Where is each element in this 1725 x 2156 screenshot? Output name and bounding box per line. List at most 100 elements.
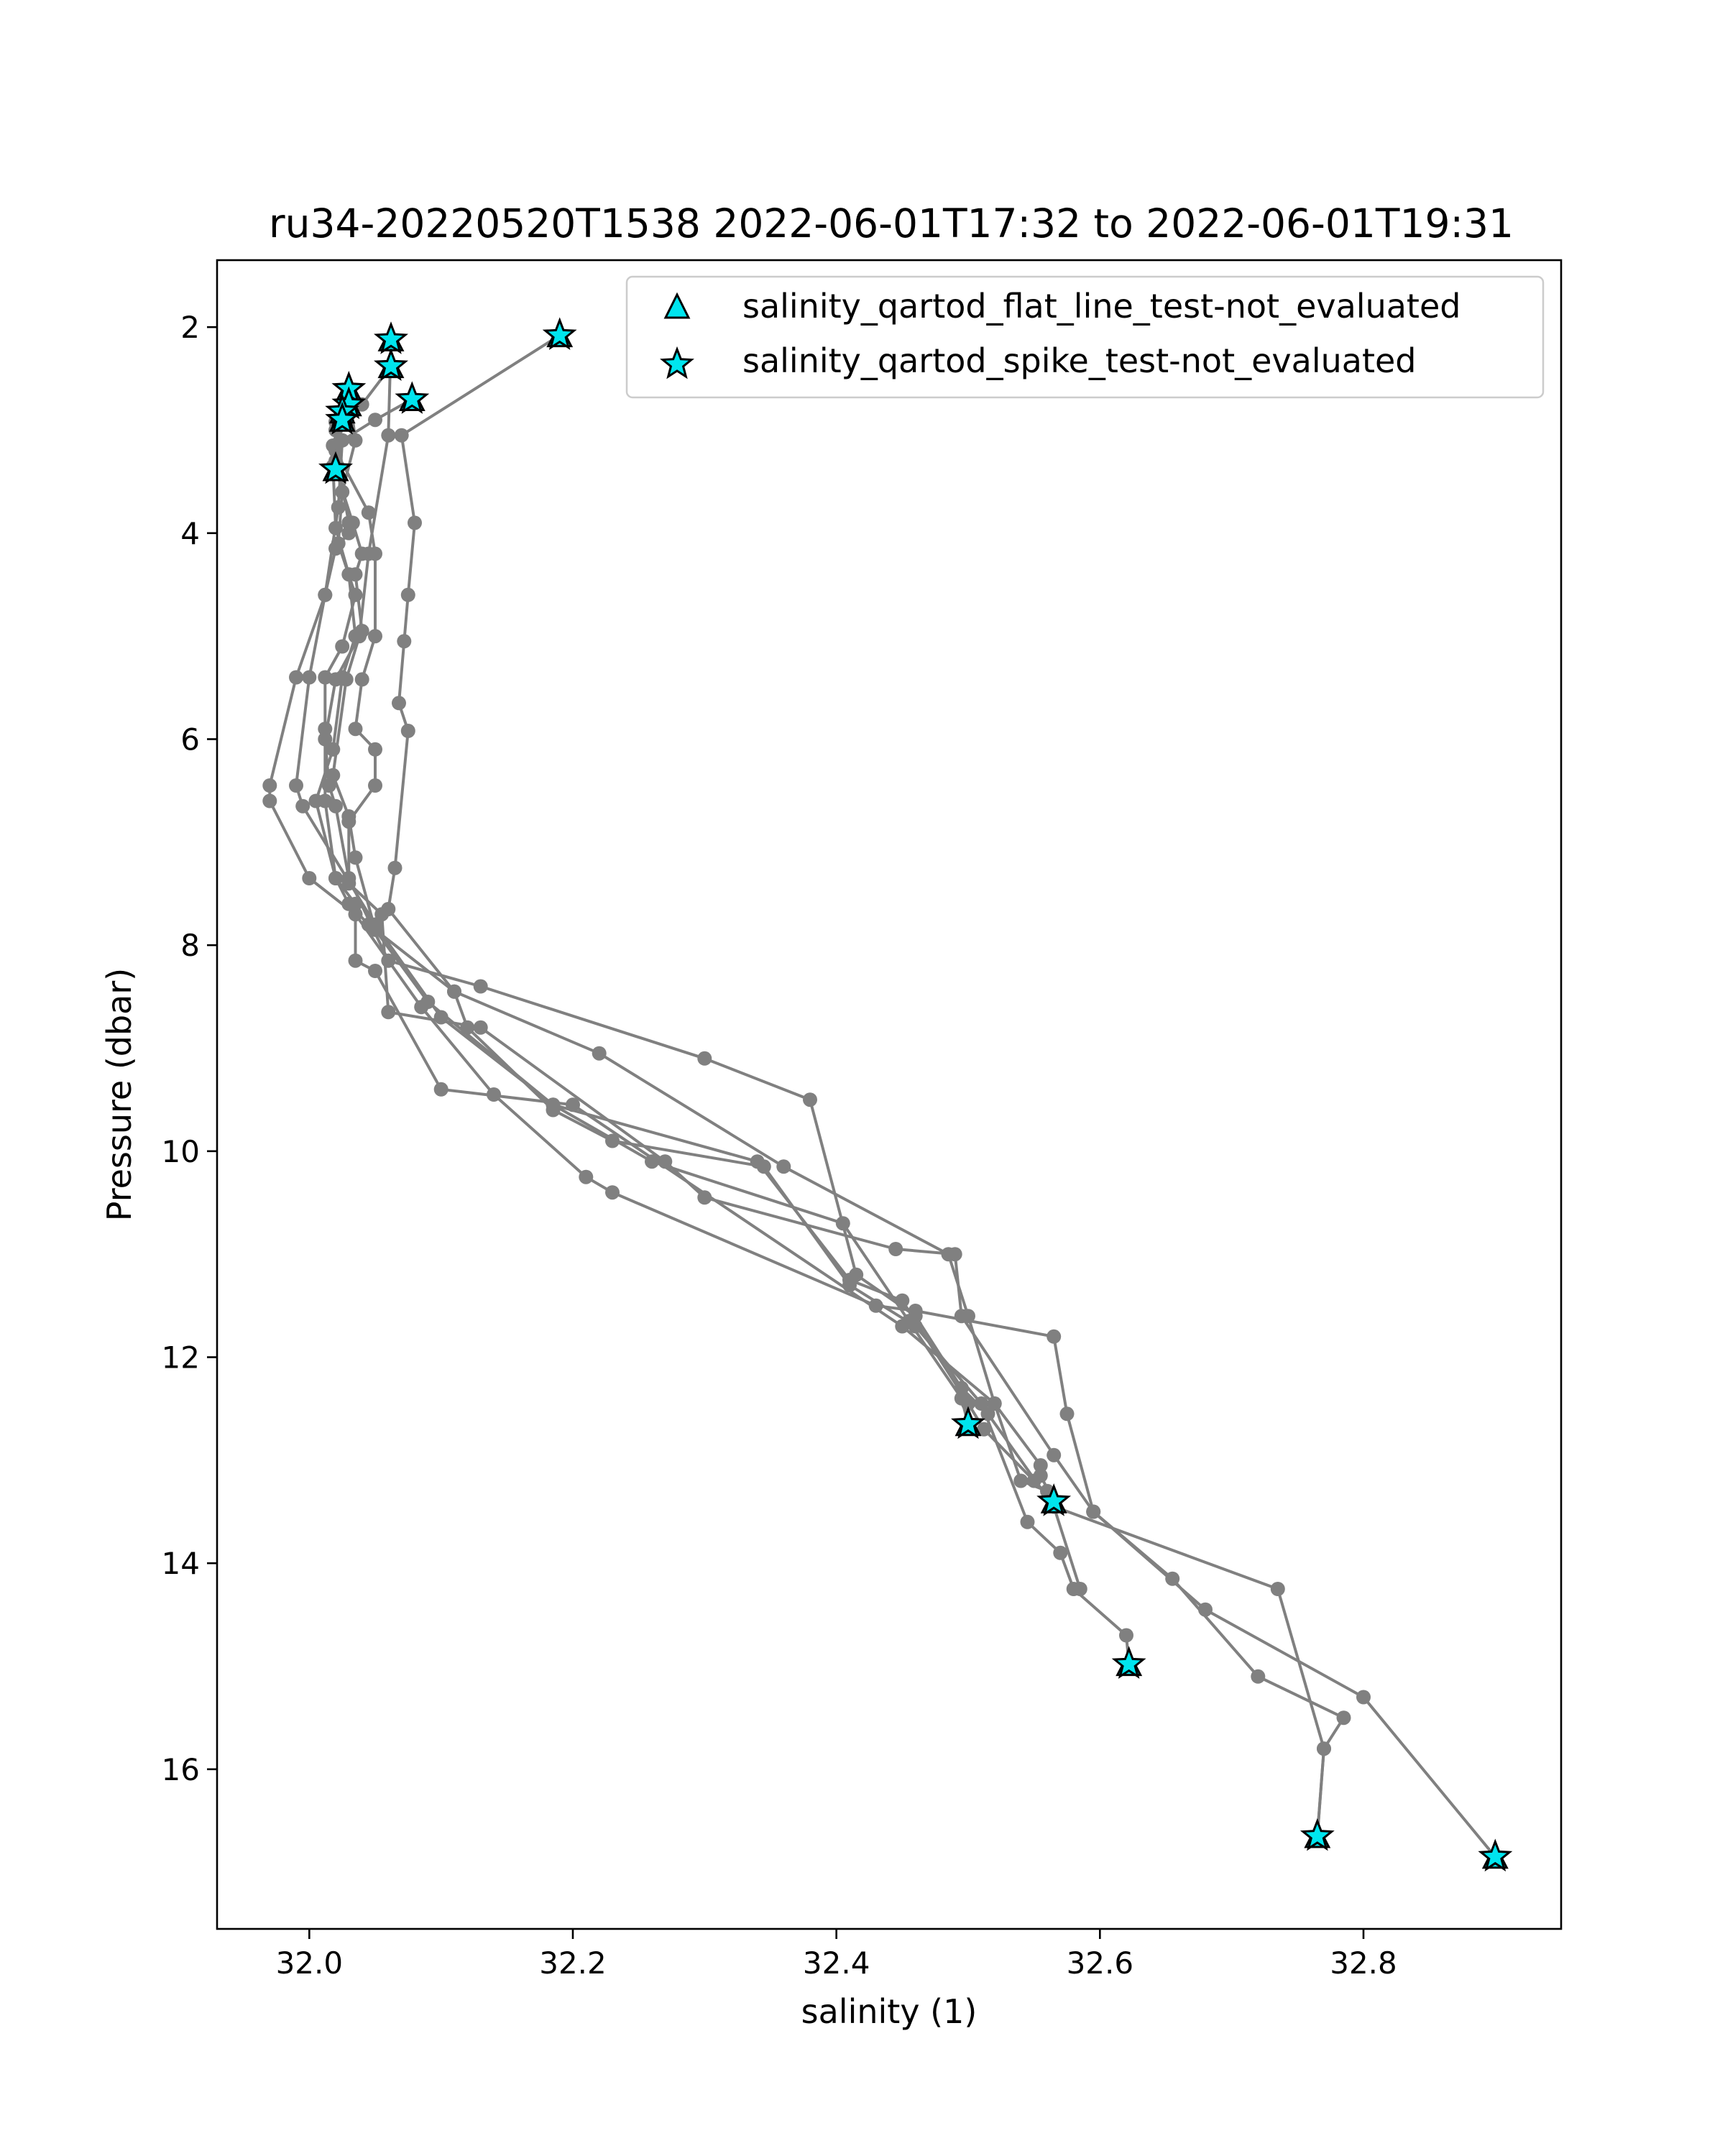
chart-title: ru34-20220520T1538 2022-06-01T17:32 to 2… bbox=[269, 201, 1514, 247]
data-point bbox=[341, 525, 356, 540]
spike-flag-marker bbox=[395, 381, 430, 414]
data-point bbox=[776, 1159, 791, 1174]
data-point bbox=[341, 567, 356, 582]
y-tick-label: 16 bbox=[162, 1752, 200, 1787]
x-tick-label: 32.8 bbox=[1330, 1945, 1397, 1981]
profile-1 bbox=[381, 328, 1062, 1509]
data-point bbox=[348, 850, 363, 865]
spike-flag-marker bbox=[374, 348, 408, 381]
y-tick-label: 12 bbox=[162, 1340, 200, 1376]
data-point bbox=[368, 964, 382, 978]
data-point bbox=[756, 1159, 771, 1174]
data-point bbox=[368, 629, 382, 644]
data-point bbox=[954, 1381, 969, 1396]
plot-area bbox=[262, 317, 1513, 1872]
data-point bbox=[1198, 1602, 1213, 1617]
y-tick-label: 10 bbox=[162, 1134, 200, 1169]
data-point bbox=[977, 1422, 991, 1437]
profile-8 bbox=[308, 413, 1331, 1843]
data-point bbox=[341, 515, 356, 530]
legend-label-flat-line: salinity_qartod_flat_line_test-not_evalu… bbox=[742, 287, 1460, 326]
x-tick-label: 32.0 bbox=[276, 1945, 344, 1981]
x-tick-label: 32.2 bbox=[539, 1945, 607, 1981]
data-point bbox=[400, 587, 415, 602]
profile-4 bbox=[318, 382, 1136, 1672]
data-point bbox=[321, 778, 336, 793]
profiles-layer bbox=[262, 328, 1503, 1864]
data-point bbox=[697, 1051, 712, 1066]
data-point bbox=[368, 742, 382, 757]
data-point bbox=[566, 1097, 580, 1112]
data-point bbox=[348, 629, 363, 644]
data-point bbox=[354, 546, 369, 561]
data-point bbox=[1046, 1329, 1062, 1344]
data-point bbox=[849, 1267, 864, 1282]
spike-flag-marker bbox=[951, 1406, 985, 1439]
data-point bbox=[592, 1046, 607, 1061]
y-axis-label: Pressure (dbar) bbox=[100, 968, 139, 1221]
data-point bbox=[400, 724, 415, 738]
data-point bbox=[289, 778, 303, 793]
data-point bbox=[368, 413, 382, 428]
data-point bbox=[368, 778, 382, 793]
data-point bbox=[645, 1154, 659, 1169]
data-point bbox=[605, 1185, 620, 1200]
legend-label-spike: salinity_qartod_spike_test-not_evaluated bbox=[742, 341, 1416, 380]
data-point bbox=[387, 860, 402, 875]
data-point bbox=[433, 1082, 448, 1097]
data-point bbox=[980, 1406, 995, 1422]
data-point bbox=[1033, 1458, 1048, 1473]
data-point bbox=[381, 1005, 396, 1020]
y-tick-label: 4 bbox=[180, 516, 200, 551]
spike-flag-marker bbox=[325, 402, 360, 435]
data-point bbox=[1020, 1514, 1035, 1529]
data-point bbox=[348, 896, 363, 911]
profile-line bbox=[323, 388, 1131, 1664]
legend-star-marker bbox=[660, 346, 694, 379]
x-axis-label: salinity (1) bbox=[801, 1992, 978, 2031]
data-point bbox=[954, 1391, 969, 1406]
data-point bbox=[295, 798, 310, 814]
data-point bbox=[262, 793, 277, 808]
data-point bbox=[368, 546, 382, 561]
data-point bbox=[1053, 1545, 1068, 1560]
profile-6 bbox=[262, 397, 1351, 1843]
spike-flag-marker bbox=[542, 317, 577, 350]
data-point bbox=[318, 732, 333, 747]
profile-line bbox=[331, 339, 1055, 1503]
data-point bbox=[987, 1396, 1002, 1411]
data-point bbox=[868, 1298, 883, 1313]
data-point bbox=[318, 587, 333, 602]
profile-line bbox=[268, 403, 1346, 1837]
data-point bbox=[1336, 1710, 1351, 1726]
data-point bbox=[947, 1247, 962, 1262]
data-point bbox=[326, 742, 341, 757]
x-axis-ticks: 32.0 32.2 32.4 32.6 32.8 bbox=[276, 1929, 1397, 1981]
data-point bbox=[328, 871, 343, 885]
data-point bbox=[335, 670, 350, 685]
data-point bbox=[579, 1169, 594, 1184]
data-point bbox=[348, 722, 363, 737]
data-point bbox=[1270, 1582, 1285, 1596]
profile-7 bbox=[326, 404, 1503, 1864]
spike-flag-marker bbox=[318, 451, 353, 484]
y-axis-ticks: 2 4 6 8 10 12 14 16 bbox=[162, 310, 217, 1787]
data-point bbox=[302, 871, 317, 885]
axes-frame bbox=[216, 259, 1563, 1930]
data-point bbox=[473, 1020, 488, 1035]
data-point bbox=[335, 639, 350, 654]
data-point bbox=[1119, 1628, 1133, 1643]
spike-flag-marker bbox=[1478, 1838, 1513, 1872]
data-point bbox=[473, 979, 488, 994]
data-point bbox=[1072, 1582, 1087, 1596]
data-point bbox=[328, 798, 343, 814]
data-point bbox=[974, 1396, 989, 1411]
data-point bbox=[697, 1190, 712, 1205]
y-tick-label: 8 bbox=[180, 928, 200, 963]
data-point bbox=[262, 778, 277, 793]
data-point bbox=[908, 1304, 923, 1318]
profile-line bbox=[387, 333, 1055, 1503]
data-point bbox=[803, 1092, 817, 1107]
x-tick-label: 32.4 bbox=[803, 1945, 870, 1981]
data-point bbox=[954, 1309, 969, 1324]
